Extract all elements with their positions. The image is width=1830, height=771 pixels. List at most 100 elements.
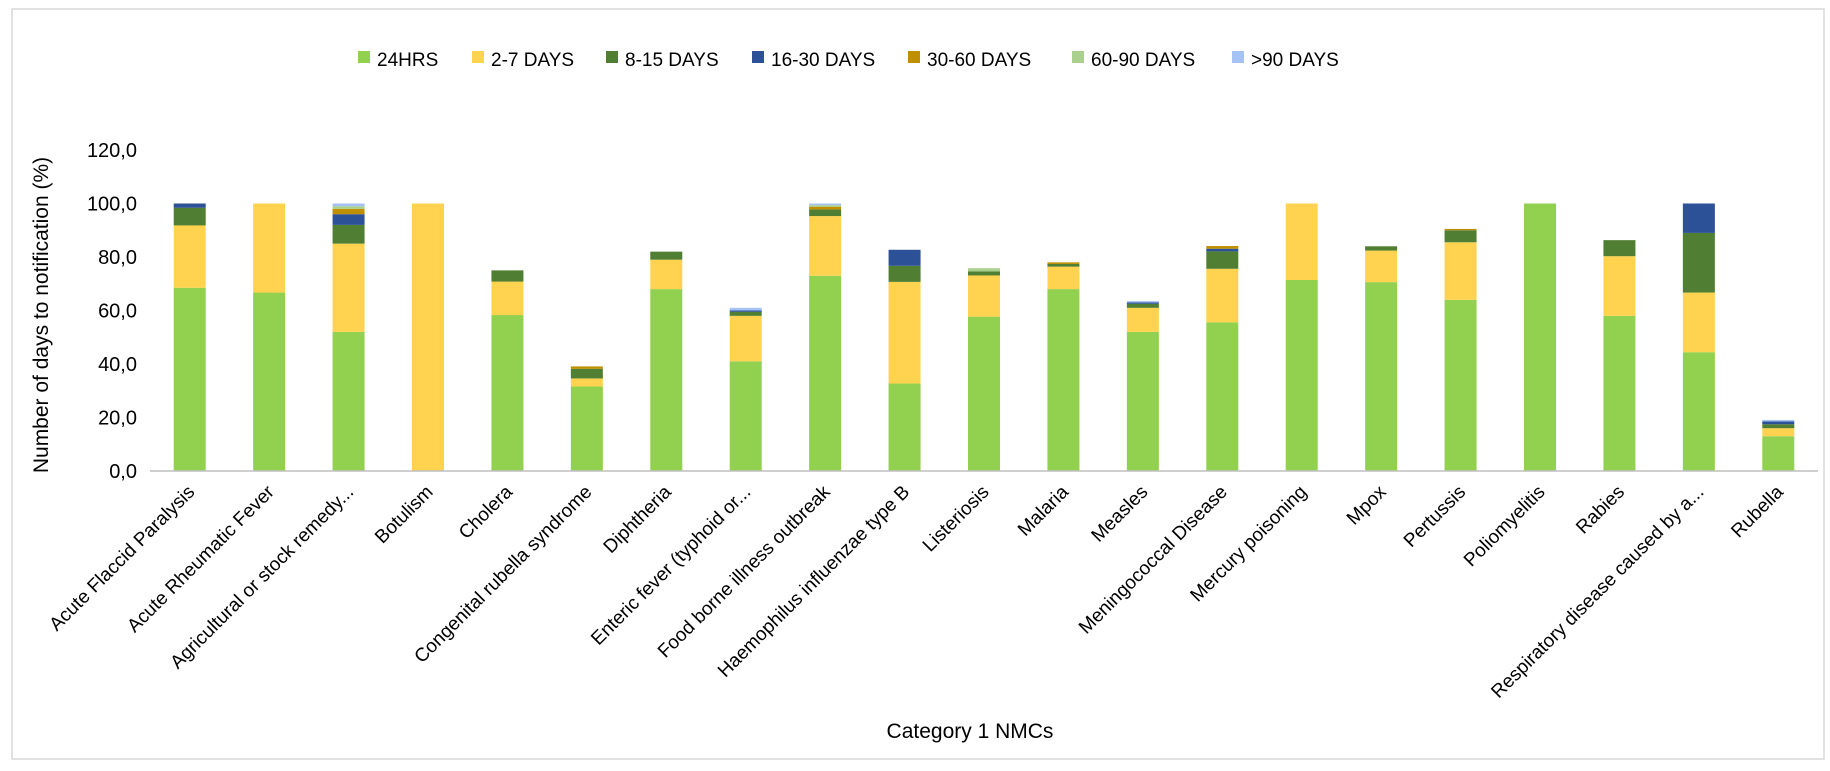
- y-axis-title: Number of days to notification (%): [30, 157, 53, 473]
- bar-segment: [1524, 203, 1556, 471]
- legend-label: 24HRS: [377, 50, 438, 71]
- bar-segment: [1285, 203, 1318, 280]
- bar-segment: [491, 281, 524, 316]
- bar-segment: [332, 206, 365, 209]
- legend-label: 30-60 DAYS: [927, 50, 1031, 71]
- bar-segment: [332, 243, 365, 332]
- y-tick-label: 60,0: [98, 301, 137, 323]
- legend-swatch: [908, 51, 920, 63]
- legend: 24HRS 2-7 DAYS 8-15 DAYS 16-30 DAYS 30-60 DA…: [358, 50, 1339, 71]
- legend-label: >90 DAYS: [1251, 50, 1339, 71]
- bar-segment: [1682, 232, 1715, 293]
- y-tick-label: 0,0: [109, 461, 137, 483]
- bar-segment: [968, 268, 1000, 272]
- bar-segment: [1047, 262, 1080, 264]
- bar-segment: [650, 289, 683, 471]
- bar-segment: [888, 281, 921, 384]
- bar-segment: [1365, 282, 1398, 471]
- bar-segment: [809, 205, 842, 207]
- bar-segment: [1206, 322, 1239, 471]
- bar-segment: [173, 225, 206, 288]
- bar-segment: [1365, 250, 1398, 283]
- bar-segment: [1603, 256, 1636, 316]
- bar-segment: [1206, 251, 1239, 269]
- bar-segment: [1047, 263, 1080, 267]
- legend-swatch: [1232, 51, 1244, 63]
- bar-segment: [1365, 246, 1398, 251]
- bar-segment: [412, 203, 444, 471]
- legend-swatch: [358, 51, 370, 63]
- bar-segment: [491, 315, 524, 471]
- bar-segment: [332, 214, 365, 225]
- bar-segment: [1444, 242, 1477, 300]
- legend-swatch: [606, 51, 618, 63]
- bar-segment: [1206, 246, 1239, 249]
- bar-segment: [1047, 266, 1080, 290]
- bar-segment: [1603, 315, 1636, 471]
- bar-segment: [650, 251, 683, 260]
- bars: [173, 203, 1795, 471]
- bar-segment: [1762, 419, 1795, 422]
- bar-segment: [332, 208, 365, 215]
- legend-label: 16-30 DAYS: [771, 50, 875, 71]
- bar-segment: [570, 366, 603, 369]
- y-tick-label: 40,0: [98, 354, 137, 376]
- y-tick-label: 20,0: [98, 408, 137, 430]
- bar-segment: [809, 275, 842, 471]
- legend-label: 2-7 DAYS: [491, 50, 574, 71]
- bar-segment: [1126, 331, 1159, 471]
- x-axis-title: Category 1 NMCs: [887, 720, 1054, 743]
- bar-segment: [729, 310, 762, 312]
- legend-swatch: [752, 51, 764, 63]
- bar-segment: [729, 311, 762, 316]
- bar-segment: [1126, 301, 1159, 303]
- bar-segment: [1603, 240, 1636, 257]
- bar-segment: [1126, 303, 1159, 308]
- bar-segment: [729, 307, 762, 311]
- bar-segment: [1762, 428, 1795, 437]
- legend-label: 8-15 DAYS: [625, 50, 719, 71]
- bar-segment: [729, 315, 762, 362]
- bar-segment: [1444, 299, 1477, 471]
- bar-segment: [968, 275, 1000, 317]
- bar-segment: [332, 224, 365, 244]
- y-axis: 0,0 20,0 40,0 60,0 80,0 100,0 120,0: [87, 140, 137, 483]
- bar-segment: [1206, 268, 1239, 323]
- bar-segment: [1444, 228, 1477, 231]
- legend-label: 60-90 DAYS: [1091, 50, 1195, 71]
- legend-swatch: [1072, 51, 1084, 63]
- bar-segment: [253, 292, 286, 471]
- bar-segment: [1285, 280, 1318, 471]
- bar-segment: [650, 259, 683, 290]
- bar-segment: [888, 249, 921, 266]
- bar-segment: [1762, 424, 1795, 429]
- bar-segment: [809, 206, 842, 210]
- bar-segment: [729, 361, 762, 471]
- bar-segment: [1126, 302, 1159, 304]
- bar-segment: [1047, 289, 1080, 471]
- y-tick-label: 120,0: [87, 140, 137, 162]
- y-tick-label: 100,0: [87, 194, 137, 216]
- bar-segment: [968, 271, 1000, 276]
- bar-segment: [1682, 203, 1715, 233]
- bar-segment: [1126, 307, 1159, 332]
- bar-segment: [570, 368, 603, 379]
- bar-segment: [570, 386, 603, 471]
- bar-segment: [809, 203, 842, 206]
- bar-segment: [1206, 248, 1239, 252]
- bar-segment: [1444, 230, 1477, 243]
- bar-segment: [1682, 292, 1715, 353]
- bar-segment: [1762, 421, 1795, 425]
- bar-segment: [173, 203, 206, 208]
- bar-segment: [1682, 352, 1715, 471]
- bar-segment: [1762, 436, 1795, 471]
- bar-segment: [173, 287, 206, 471]
- bar-segment: [491, 270, 524, 282]
- bar-segment: [253, 203, 286, 293]
- bar-segment: [173, 207, 206, 226]
- bar-segment: [570, 378, 603, 387]
- y-tick-label: 80,0: [98, 247, 137, 269]
- legend-swatch: [472, 51, 484, 63]
